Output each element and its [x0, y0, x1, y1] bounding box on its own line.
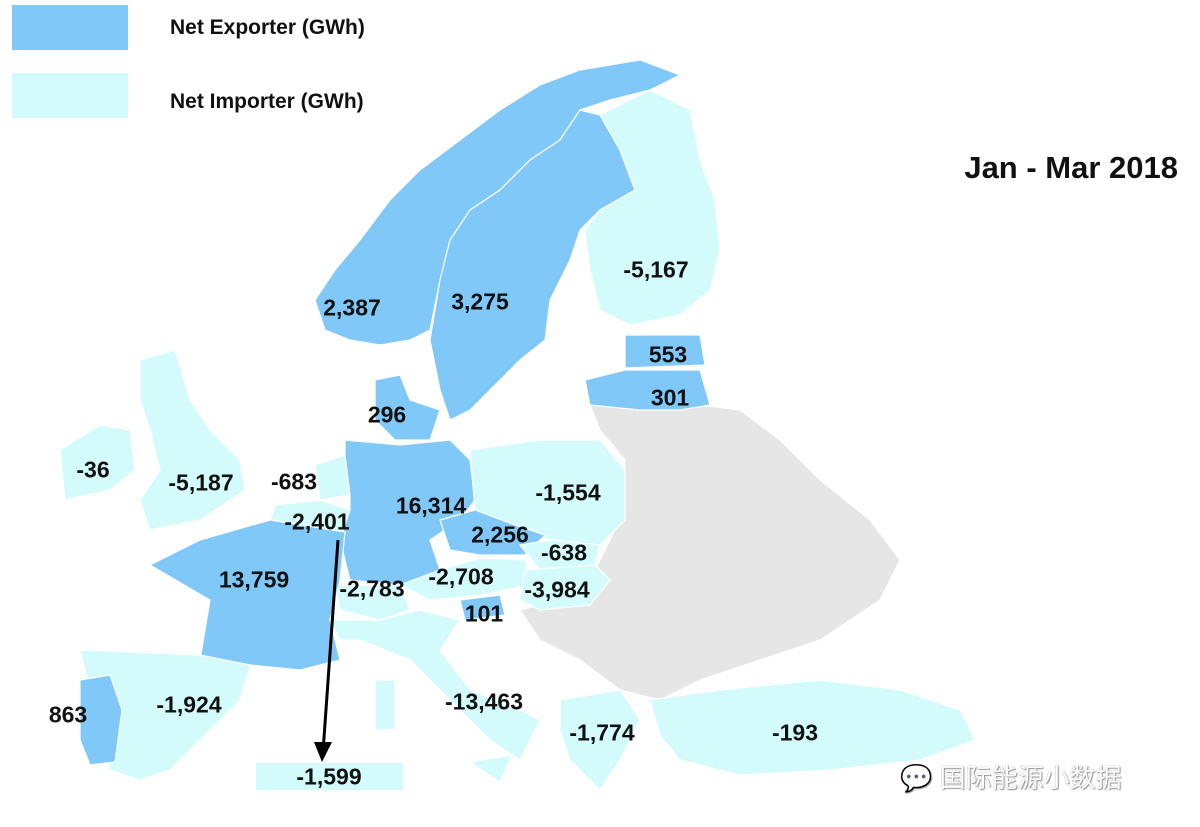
- country-denmark: [374, 374, 441, 441]
- country-greece: [559, 689, 641, 791]
- country-latvia: [584, 369, 711, 411]
- label-germany: 16,314: [395, 492, 467, 519]
- country-slovenia: [459, 594, 506, 621]
- country-ireland: [59, 424, 136, 501]
- label-denmark: 296: [367, 401, 407, 428]
- country-norway: [314, 59, 682, 346]
- legend-exporter-swatch: [12, 5, 128, 50]
- label-turkey: -193: [771, 719, 819, 746]
- label-netherlands: -683: [270, 468, 318, 495]
- label-poland: -1,554: [535, 479, 601, 506]
- label-greece: -1,774: [569, 719, 635, 746]
- legend-importer-label: Net Importer (GWh): [170, 90, 364, 113]
- label-slovenia: 101: [464, 600, 504, 627]
- country-switzerland: [334, 584, 411, 621]
- island-sicily: [468, 754, 514, 783]
- country-estonia: [624, 334, 706, 369]
- label-sweden: 3,275: [451, 288, 509, 315]
- luxembourg-arrow-line: [321, 539, 340, 753]
- country-uk: [139, 349, 246, 531]
- label-belgium: -2,401: [284, 508, 350, 535]
- luxembourg-value-box: [256, 763, 403, 790]
- legend-exporter-label: Net Exporter (GWh): [170, 16, 365, 39]
- label-france: 13,759: [218, 566, 290, 593]
- label-ireland: -36: [76, 456, 110, 483]
- country-sweden: [429, 109, 636, 421]
- label-austria: -2,708: [428, 563, 494, 590]
- legend-importer-swatch: [12, 73, 128, 118]
- label-finland: -5,167: [623, 256, 689, 283]
- watermark-text: 国际能源小数据: [939, 763, 1122, 793]
- label-norway: 2,387: [323, 294, 381, 321]
- country-italy: [329, 609, 541, 761]
- country-slovakia: [518, 539, 601, 571]
- label-italy: -13,463: [444, 688, 524, 715]
- wechat-icon: 💬: [900, 763, 933, 793]
- label-portugal: 863: [48, 701, 88, 728]
- watermark: 💬 国际能源小数据: [900, 758, 1122, 795]
- island-sardinia: [374, 679, 396, 731]
- country-portugal: [79, 674, 123, 766]
- label-switzerland: -2,783: [339, 575, 405, 602]
- country-netherlands: [314, 454, 351, 501]
- label-latvia: 301: [650, 384, 690, 411]
- luxembourg-arrow-head: [314, 742, 332, 762]
- label-czechia: 2,256: [471, 521, 529, 548]
- label-slovakia: -638: [540, 539, 588, 566]
- label-uk: -5,187: [168, 469, 234, 496]
- label-spain: -1,924: [156, 691, 222, 718]
- country-hungary: [519, 564, 611, 611]
- country-france: [148, 519, 346, 671]
- map-title: Jan - Mar 2018: [964, 150, 1178, 185]
- label-hungary: -3,984: [524, 576, 590, 603]
- country-turkey: [649, 679, 976, 776]
- label-estonia: 553: [648, 341, 688, 368]
- label-luxembourg: -1,599: [296, 763, 362, 790]
- country-finland: [584, 89, 721, 326]
